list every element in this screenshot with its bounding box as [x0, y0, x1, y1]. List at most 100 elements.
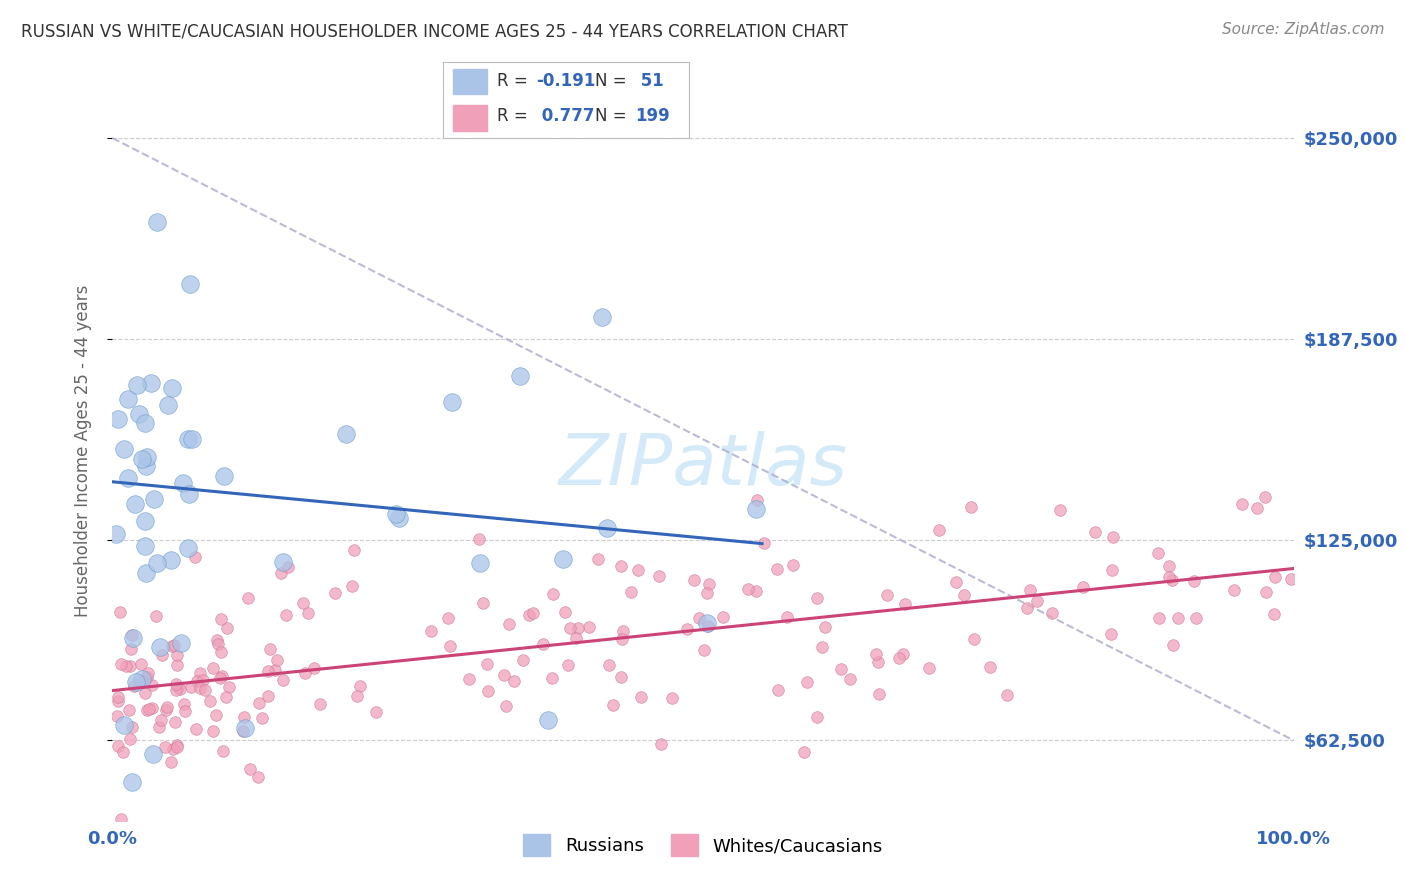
- Point: [437, 611, 460, 625]
- Point: [232, 709, 254, 723]
- Point: [266, 653, 288, 667]
- Point: [737, 582, 759, 596]
- Text: 51: 51: [636, 72, 664, 90]
- Point: [522, 606, 544, 620]
- Point: [541, 587, 564, 601]
- Point: [650, 738, 672, 752]
- Point: [1026, 594, 1049, 608]
- Point: [1182, 574, 1205, 588]
- Point: [302, 661, 325, 675]
- Point: [105, 709, 128, 723]
- Point: [1279, 572, 1302, 586]
- Point: [215, 690, 238, 705]
- Point: [117, 392, 139, 406]
- Point: [174, 704, 197, 718]
- Point: [121, 628, 143, 642]
- Point: [1049, 503, 1071, 517]
- Point: [218, 680, 240, 694]
- Point: [648, 568, 671, 582]
- Point: [865, 647, 887, 661]
- Point: [868, 655, 890, 669]
- Point: [112, 717, 135, 731]
- Point: [120, 642, 142, 657]
- Point: [810, 640, 832, 654]
- Point: [620, 584, 643, 599]
- Point: [135, 670, 157, 684]
- Point: [1159, 570, 1181, 584]
- Point: [160, 755, 183, 769]
- Point: [188, 681, 211, 695]
- Point: [945, 575, 967, 590]
- Point: [141, 376, 163, 391]
- Point: [110, 605, 132, 619]
- Point: [558, 621, 581, 635]
- Point: [169, 681, 191, 696]
- Point: [165, 683, 187, 698]
- Point: [191, 673, 214, 687]
- Point: [207, 633, 229, 648]
- Point: [257, 689, 280, 703]
- Point: [471, 596, 494, 610]
- Point: [630, 690, 652, 704]
- Point: [693, 643, 716, 657]
- Point: [250, 711, 273, 725]
- Point: [148, 720, 170, 734]
- Point: [495, 698, 517, 713]
- Point: [105, 527, 128, 541]
- Point: [135, 459, 157, 474]
- Point: [160, 639, 183, 653]
- Point: [120, 659, 142, 673]
- Point: [1246, 501, 1268, 516]
- Point: [141, 701, 163, 715]
- Point: [364, 705, 387, 719]
- Point: [1040, 606, 1063, 620]
- Point: [806, 710, 828, 724]
- Point: [172, 475, 194, 490]
- Point: [259, 642, 281, 657]
- Point: [134, 514, 156, 528]
- Point: [1101, 563, 1123, 577]
- Point: [256, 664, 278, 678]
- Point: [160, 381, 183, 395]
- Point: [124, 674, 146, 689]
- Point: [610, 558, 633, 573]
- Point: [754, 535, 776, 549]
- Point: [537, 713, 560, 727]
- Point: [1019, 582, 1042, 597]
- Point: [1146, 546, 1168, 560]
- Text: -0.191: -0.191: [537, 72, 596, 90]
- Point: [169, 636, 191, 650]
- Point: [610, 670, 633, 684]
- Point: [127, 377, 149, 392]
- Point: [232, 723, 254, 738]
- Point: [212, 743, 235, 757]
- Point: [1161, 638, 1184, 652]
- Point: [498, 617, 520, 632]
- Point: [745, 584, 768, 599]
- Point: [796, 675, 818, 690]
- Point: [209, 612, 232, 626]
- Point: [468, 556, 491, 570]
- Point: [793, 745, 815, 759]
- Point: [180, 680, 202, 694]
- Point: [146, 556, 169, 570]
- Point: [121, 720, 143, 734]
- Point: [156, 700, 179, 714]
- Point: [565, 632, 588, 646]
- Point: [335, 426, 357, 441]
- Point: [567, 621, 589, 635]
- Point: [208, 671, 231, 685]
- Point: [124, 497, 146, 511]
- Point: [121, 775, 143, 789]
- Point: [346, 690, 368, 704]
- Text: N =: N =: [596, 106, 627, 125]
- Point: [1071, 581, 1094, 595]
- Point: [112, 746, 135, 760]
- Point: [602, 698, 624, 713]
- Point: [477, 657, 499, 671]
- Text: 0.777: 0.777: [537, 106, 595, 125]
- Point: [176, 432, 198, 446]
- Point: [184, 550, 207, 565]
- Point: [110, 657, 132, 672]
- Point: [557, 658, 579, 673]
